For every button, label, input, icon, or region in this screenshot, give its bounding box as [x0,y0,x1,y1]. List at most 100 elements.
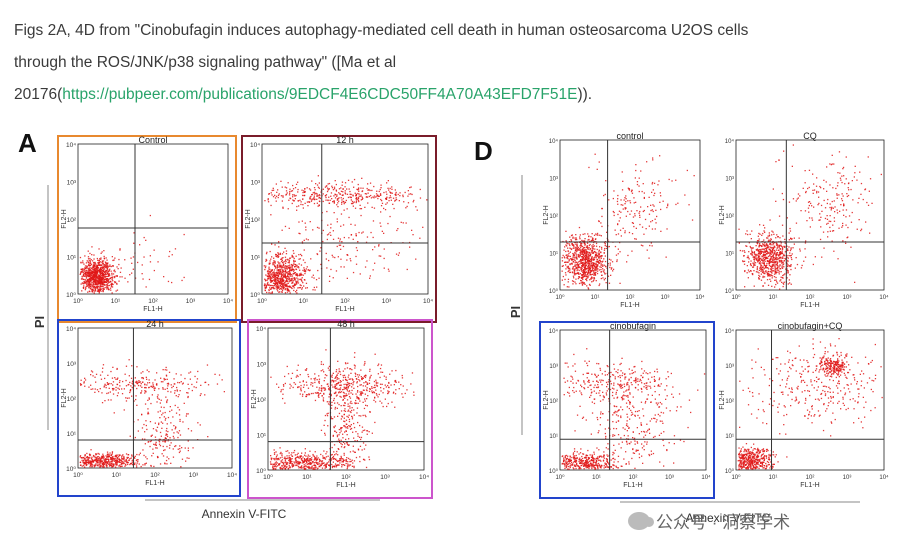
x-tick-label: 10⁰ [731,474,741,481]
y-tick-label: 10⁴ [549,138,559,145]
y-tick-label: 10⁴ [66,142,76,149]
panel-d-plots: control10⁰10⁰10¹10¹10²10²10³10³10⁴10⁴FL1… [539,131,889,499]
y-tick-label: 10⁰ [66,292,76,299]
x-axis-title: FL1-H [620,302,639,309]
x-tick-label: 10¹ [769,475,778,481]
x-tick-label: 10² [340,298,350,305]
caption-line-1: Figs 2A, 4D from "Cinobufagin induces au… [14,22,749,39]
x-tick-label: 10³ [661,295,670,301]
y-axis-title: FL2-H [61,209,68,228]
x-tick-label: 10⁴ [419,474,429,481]
x-tick-label: 10³ [843,295,852,301]
plot-area [77,327,233,469]
x-tick-label: 10⁰ [555,294,565,301]
x-tick-label: 10³ [186,298,196,305]
y-tick-label: 10³ [549,364,558,370]
plot-title: cinobufagin [610,321,656,331]
y-axis-title: FL2-H [251,389,258,408]
x-tick-label: 10⁴ [695,294,705,301]
y-tick-label: 10⁰ [725,468,735,475]
y-axis-title: FL2-H [543,390,550,409]
panel-d-letter: D [474,136,493,166]
x-tick-label: 10⁴ [423,298,433,305]
y-tick-label: 10¹ [725,434,734,440]
y-tick-label: 10¹ [67,255,77,262]
x-tick-label: 10³ [843,475,852,481]
plot-area [559,139,701,291]
x-axis-title: FL1-H [623,482,642,489]
y-tick-label: 10⁴ [725,138,735,145]
plot-area [559,329,707,471]
plot-highlight-frame [247,319,433,499]
x-tick-label: 10⁴ [223,298,233,305]
x-tick-label: 10² [341,474,351,481]
wechat-icon [628,511,654,530]
y-tick-label: 10¹ [257,433,267,440]
plot-title: 24 h [146,319,164,329]
y-tick-label: 10⁰ [549,288,559,295]
y-axis-title: FL2-H [245,209,252,228]
y-tick-label: 10³ [549,177,558,183]
x-tick-label: 10⁰ [555,474,565,481]
y-tick-label: 10¹ [549,434,558,440]
pubpeer-link[interactable]: https://pubpeer.com/publications/9EDCF4E… [62,86,578,103]
x-tick-label: 10² [626,295,635,301]
y-tick-label: 10² [67,217,77,224]
plot-area [735,329,885,471]
watermark-text: 公众号 · 洞察学术 [656,513,791,532]
plot-highlight-frame [241,135,437,323]
panel-a-y-label: PI [32,316,47,328]
x-tick-label: 10¹ [299,298,309,305]
x-tick-label: 10¹ [302,474,312,481]
panel-a-plots: Control10⁰10⁰10¹10¹10²10²10³10³10⁴10⁴FL1… [57,135,437,499]
scatter-dots [738,144,882,290]
x-tick-label: 10² [806,295,815,301]
plot-title: cinobufagin+CQ [778,321,843,331]
caption-prefix: 20176( [14,86,63,103]
y-tick-label: 10² [549,214,558,220]
y-tick-label: 10³ [67,361,77,368]
y-tick-label: 10⁰ [250,292,260,299]
plot-title: control [616,131,643,141]
plot-highlight-frame [539,321,715,499]
plot-title: CQ [803,131,817,141]
y-tick-label: 10⁴ [725,328,735,335]
x-axis-title: FL1-H [800,482,819,489]
panel-d-x-label: Annexin V-FITC [686,511,771,525]
x-tick-label: 10³ [189,472,199,479]
scatter-dots [263,175,428,294]
panel-d-y-label: PI [508,306,523,318]
y-tick-label: 10² [549,399,558,405]
y-tick-label: 10⁰ [549,468,559,475]
plot-title: 48 h [337,319,355,329]
y-tick-label: 10³ [257,362,267,369]
caption-suffix: )). [577,86,593,103]
x-tick-label: 10¹ [591,295,600,301]
plot-title: 12 h [336,135,354,145]
x-tick-label: 10² [806,475,815,481]
watermark: 公众号 · 洞察学术 [628,508,790,533]
plot-title: Control [138,135,167,145]
y-axis-title: FL2-H [543,205,550,224]
x-tick-label: 10¹ [112,472,122,479]
plot-highlight-frame [57,135,237,323]
y-tick-label: 10³ [67,180,77,187]
panel-a-letter: A [18,128,37,158]
y-tick-label: 10² [251,217,261,224]
scatter-dots [561,348,706,470]
x-tick-label: 10⁴ [879,294,889,301]
x-tick-label: 10² [150,472,160,479]
y-tick-label: 10² [725,399,734,405]
plot-area [267,327,425,471]
x-tick-label: 10⁴ [879,474,889,481]
plot-area [735,139,885,291]
y-tick-label: 10⁴ [256,326,266,333]
y-tick-label: 10⁴ [250,142,260,149]
x-tick-label: 10³ [382,298,392,305]
y-tick-label: 10³ [251,180,261,187]
caption-line-3: 20176(https://pubpeer.com/publications/9… [14,79,884,111]
